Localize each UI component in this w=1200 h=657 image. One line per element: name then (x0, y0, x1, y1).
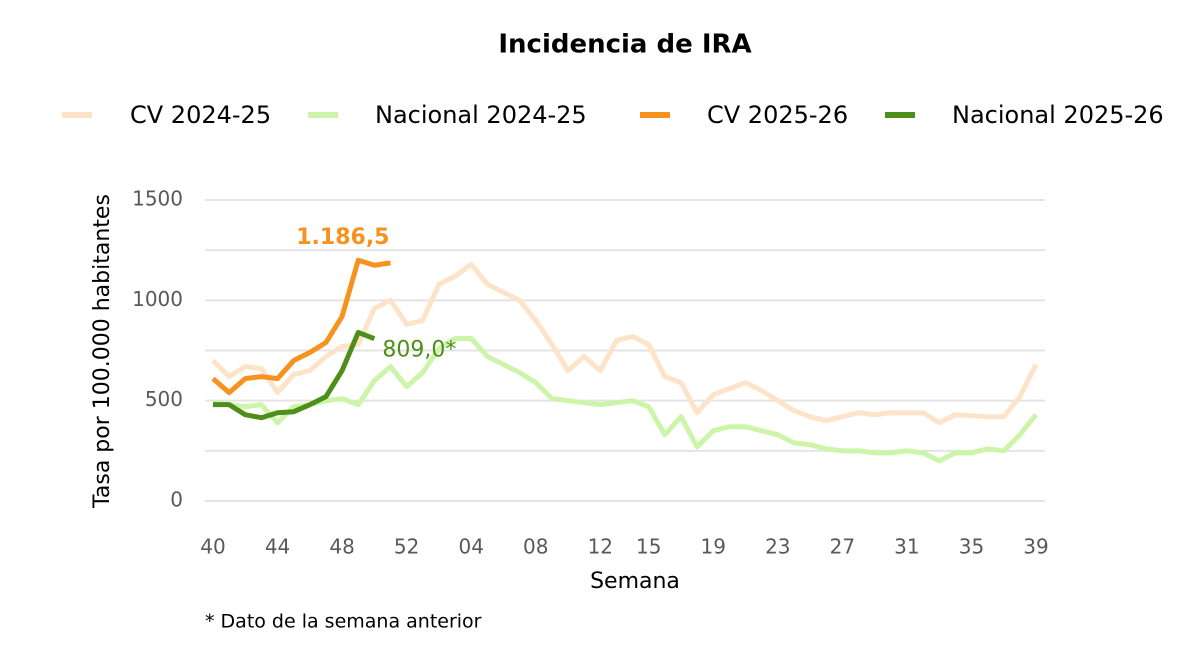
x-tick-label: 44 (265, 535, 290, 559)
x-tick-label: 23 (765, 535, 790, 559)
y-axis-title: Tasa por 100.000 habitantes (90, 194, 115, 509)
x-tick-label: 40 (200, 535, 225, 559)
x-tick-label: 12 (588, 535, 613, 559)
chart-title: Incidencia de IRA (498, 30, 751, 60)
y-tick-label: 500 (145, 387, 183, 411)
legend-label: CV 2024-25 (130, 101, 271, 129)
x-tick-label: 52 (394, 535, 419, 559)
x-tick-label: 35 (959, 535, 984, 559)
data-label: 1.186,5 (296, 225, 389, 250)
x-axis-title: Semana (590, 569, 680, 594)
legend-label: Nacional 2024-25 (375, 101, 587, 129)
x-tick-label: 04 (458, 535, 483, 559)
x-tick-label: 48 (329, 535, 354, 559)
footnote: * Dato de la semana anterior (205, 611, 482, 633)
series-line (213, 329, 376, 421)
x-tick-label: 15 (636, 535, 661, 559)
y-tick-label: 0 (170, 488, 183, 512)
x-tick-label: 39 (1023, 535, 1048, 559)
x-tick-label: 19 (701, 535, 726, 559)
x-tick-label: 27 (830, 535, 855, 559)
data-label: 809,0* (382, 338, 456, 363)
y-tick-label: 1000 (132, 287, 183, 311)
series-line (211, 257, 391, 396)
legend-label: CV 2025-26 (707, 101, 848, 129)
legend-label: Nacional 2025-26 (952, 101, 1164, 129)
x-tick-label: 08 (523, 535, 548, 559)
series-line (212, 335, 1038, 464)
y-tick-label: 1500 (132, 187, 183, 211)
x-tick-label: 31 (894, 535, 919, 559)
